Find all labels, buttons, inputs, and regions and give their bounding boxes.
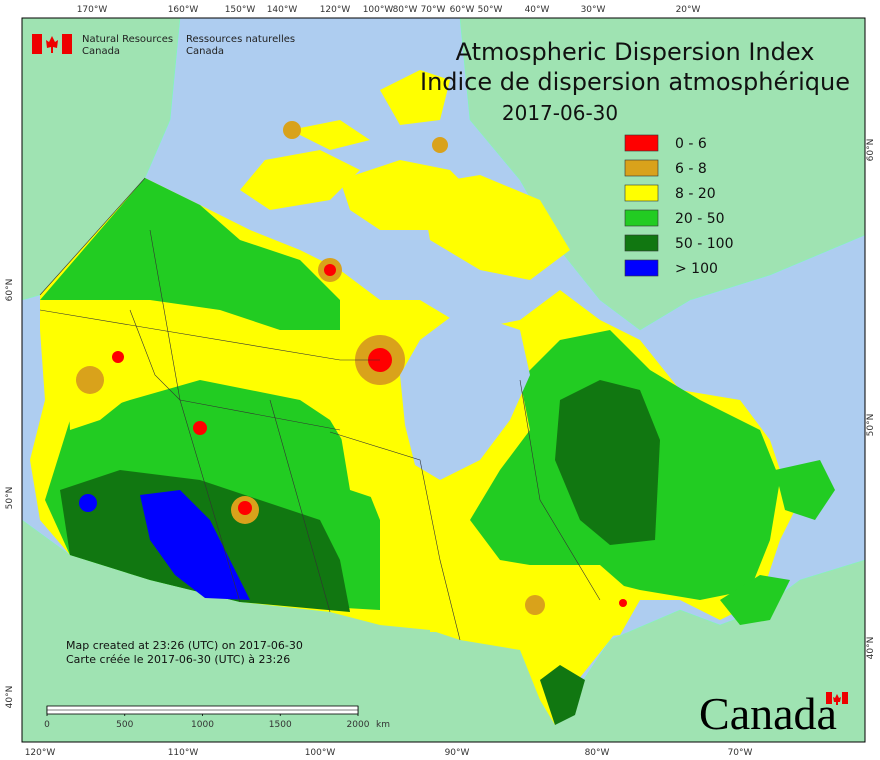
scale-label: 0 [44,720,50,730]
zone-quebec [555,380,660,545]
longitude-label: 70°W [728,748,753,758]
map-title: Atmospheric Dispersion Index [456,38,815,66]
wordmark-flag [826,692,848,705]
zone-very-low [112,351,124,363]
border [269,399,331,613]
borders [39,177,601,641]
border [179,399,341,431]
legend-label: 8 - 20 [675,186,716,202]
longitude-label: 50°W [478,5,503,15]
latitude-label: 40°N [866,637,876,660]
legend-swatch [624,134,659,152]
agency-name: Canada [82,46,120,57]
legend-label: 20 - 50 [675,211,725,227]
border [39,309,380,361]
zone-north-west [40,178,340,330]
scale-label: 500 [116,720,133,730]
hudson-bay [400,310,530,480]
longitude-label: 70°W [421,5,446,15]
map-note: Carte créée le 2017-06-30 (UTC) à 23:26 [66,653,290,666]
agency-name: Canada [186,46,224,57]
zone-low [432,137,448,153]
longitude-label: 20°W [676,5,701,15]
flag-band [842,692,848,704]
legend-label: 0 - 6 [675,136,707,152]
frame [21,17,866,743]
border [149,229,181,401]
longitude-label: 60°W [450,5,475,15]
maritimes [720,575,790,625]
border [129,309,241,603]
legend-swatch [624,184,659,202]
agency-name: Ressources naturelles [186,34,295,45]
maple-leaf [46,36,58,53]
wordmark: Canada [699,688,837,739]
border [519,379,601,601]
zone-low [525,595,545,615]
latitude-label: 60°N [5,279,15,302]
latitude-label: 50°N [866,414,876,437]
longitude-label: 170°W [77,5,108,15]
longitude-label: 80°W [585,748,610,758]
longitude-label: 120°W [320,5,351,15]
flag-band [826,692,832,704]
map-title: Indice de dispersion atmosphérique [420,68,850,96]
map-date: 2017-06-30 [502,101,618,125]
agency-name: Natural Resources [82,34,173,45]
newfoundland [775,460,835,520]
longitude-label: 80°W [393,5,418,15]
maple-leaf [833,694,841,705]
zone-very-low [238,501,252,515]
legend-swatch [624,234,659,252]
latitude-label: 50°N [5,487,15,510]
arctic-island [240,150,360,210]
arctic-island [290,120,370,150]
legend-label: > 100 [675,261,718,277]
zone-high [140,490,250,600]
zone-low [283,121,301,139]
zone-very-low [324,264,336,276]
longitude-label: 100°W [305,748,336,758]
longitude-label: 160°W [168,5,199,15]
zone-bc [65,305,150,430]
arctic-island [380,70,450,125]
geography [21,17,866,743]
zone-ontario [540,665,585,725]
latitude-label: 40°N [5,686,15,709]
flag-band [62,34,72,54]
longitude-label: 100°W [363,5,394,15]
longitude-label: 40°W [525,5,550,15]
legend-swatch [624,209,659,227]
zone-very-low [619,599,627,607]
border [39,177,146,296]
arctic-island [420,175,570,280]
legend-label: 6 - 8 [675,161,707,177]
zone-low [76,366,104,394]
zone-high [79,494,97,512]
scale-label: 1500 [269,720,292,730]
scale-bar [46,705,359,715]
legend-label: 50 - 100 [675,236,734,252]
zone-very-low [193,421,207,435]
flag-band [32,34,42,54]
agency-logo [32,34,72,54]
legend-swatch [624,259,659,277]
border [329,431,461,641]
legend-swatch [624,159,659,177]
longitude-label: 30°W [581,5,606,15]
scale-label: 1000 [191,720,214,730]
longitude-label: 90°W [445,748,470,758]
scale-unit: km [376,720,390,730]
longitude-label: 140°W [267,5,298,15]
latitude-label: 60°N [866,139,876,162]
longitude-label: 110°W [168,748,199,758]
map-note: Map created at 23:26 (UTC) on 2017-06-30 [66,639,303,652]
longitude-label: 150°W [225,5,256,15]
longitude-label: 120°W [25,748,56,758]
scale-label: 2000 [347,720,370,730]
